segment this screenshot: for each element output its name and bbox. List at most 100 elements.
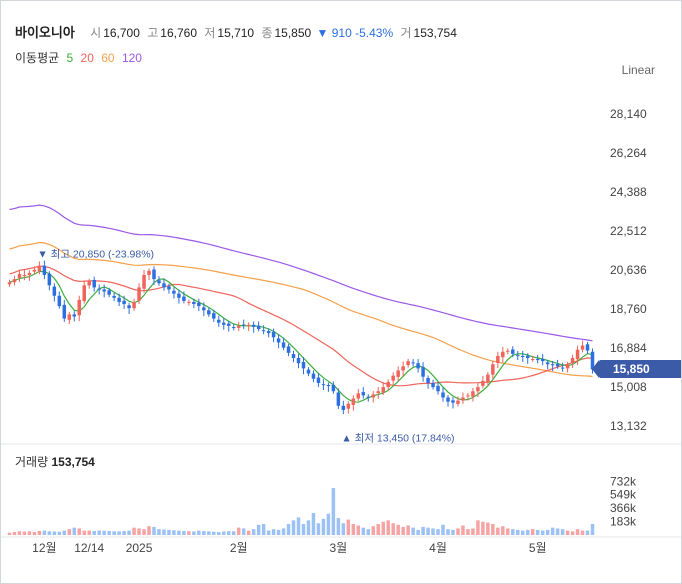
candle-body [92, 279, 96, 288]
candle-body [501, 351, 505, 358]
volume-bar [356, 525, 361, 535]
candle-body [97, 288, 101, 290]
volume-bar [42, 530, 47, 535]
candle-body [550, 364, 555, 366]
candle-body [486, 374, 490, 383]
volume-bar [142, 529, 146, 535]
volume-bar [376, 524, 380, 535]
candle-body [411, 362, 415, 364]
candle-body [157, 280, 161, 284]
volume-bar [386, 520, 390, 535]
ma-120-line [9, 204, 593, 342]
high-annotation: ▼ 최고 20,850 (-23.98%) [37, 249, 154, 261]
price-change: ▼ 910 -5.43% [316, 26, 394, 40]
volume-bar [306, 520, 311, 535]
volume-bar [525, 529, 530, 535]
candle-body [386, 381, 390, 388]
candle-body [236, 325, 241, 328]
candle-body [326, 385, 331, 387]
candle-body [426, 377, 430, 383]
candle-body [261, 330, 266, 332]
volume-bar [157, 529, 161, 535]
volume-bar [555, 528, 560, 535]
volume-bar [286, 524, 291, 535]
ma-label: 이동평균 [15, 51, 60, 65]
candle-body [217, 319, 221, 323]
x-tick-5: 4월 [429, 541, 447, 555]
candle-body [47, 273, 52, 286]
candle-body [82, 285, 86, 302]
candle-body [496, 355, 500, 364]
volume-bar [501, 526, 505, 535]
volume-bar [291, 520, 296, 535]
candle-body [436, 385, 440, 392]
x-tick-4: 3월 [330, 541, 348, 555]
candle-body [311, 373, 316, 379]
close-price: 15,850 [274, 26, 312, 40]
volume-bar [296, 517, 301, 535]
volume-bar [137, 528, 141, 535]
volume-bar [416, 529, 420, 535]
volume-bar [172, 530, 176, 535]
candle-body [491, 364, 495, 375]
candle-body [117, 297, 121, 302]
price-tick-6: 16,884 [610, 341, 647, 355]
candle-body [451, 400, 455, 403]
volume-bar [506, 528, 510, 535]
volume-bar [321, 518, 326, 535]
volume-bar [516, 529, 520, 535]
volume-bar [491, 524, 495, 535]
volume-bar [167, 529, 171, 535]
volume-bar [421, 526, 425, 535]
candle-body [77, 299, 81, 316]
candle-body [167, 286, 171, 290]
x-tick-3: 2월 [230, 541, 248, 555]
candle-body [67, 314, 72, 320]
volume-bar [496, 527, 500, 535]
candle-body [182, 296, 186, 301]
volume-bar [22, 531, 27, 535]
volume-bar [585, 530, 590, 535]
volume-bar [147, 526, 151, 535]
open-label: 시 [90, 26, 102, 40]
volume-bar [436, 529, 440, 535]
volume-bar [396, 524, 400, 535]
candle-body [222, 322, 226, 325]
x-tick-0: 12월 [32, 541, 56, 555]
candle-body [22, 274, 27, 276]
volume-bar [381, 521, 385, 535]
volume-bar [67, 529, 72, 535]
candle-body [187, 301, 191, 303]
volume-bar [32, 532, 37, 535]
candle-body [162, 283, 166, 288]
volume-bar [52, 531, 57, 535]
volume-tick-3: 183k [610, 515, 637, 529]
candle-body [446, 397, 450, 402]
candle-body [291, 354, 296, 359]
price-tick-5: 18,760 [610, 302, 647, 316]
candle-body [127, 305, 131, 309]
volume-bar [281, 528, 286, 535]
candle-body [212, 313, 216, 319]
moving-average-legend: 이동평균 5 20 60 120 [15, 49, 146, 66]
volume-bar [401, 526, 405, 535]
candle-body [441, 392, 445, 398]
ma-20-label: 20 [80, 51, 94, 65]
candle-body [72, 314, 77, 317]
candle-body [406, 361, 410, 366]
volume-bar [311, 513, 316, 535]
volume-bar [82, 530, 86, 535]
volume-bar [132, 527, 136, 535]
candle-body [52, 286, 57, 296]
volume-bar [521, 530, 525, 535]
volume-bar [7, 532, 12, 535]
volume-bar [351, 524, 356, 535]
ma-120-label: 120 [121, 51, 142, 65]
candle-body [476, 387, 480, 392]
scale-toggle-button[interactable]: Linear [621, 63, 655, 77]
candle-body [301, 361, 306, 369]
candle-body [371, 394, 375, 398]
candle-body [112, 295, 116, 298]
x-tick-6: 5월 [529, 541, 547, 555]
